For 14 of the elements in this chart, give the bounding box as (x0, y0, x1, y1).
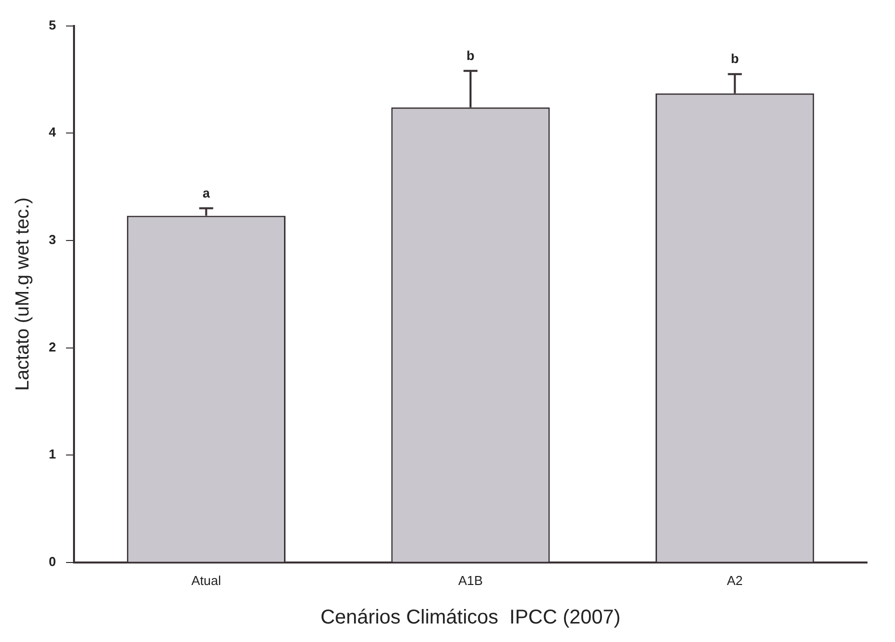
y-axis-title: Lactato (uM.g wet tec.) (12, 197, 34, 391)
y-tick-label: 3 (48, 232, 56, 248)
y-tick-label: 2 (48, 339, 56, 354)
annotation: b (730, 51, 739, 66)
annotation: b (466, 48, 475, 63)
x-tick-label: Atual (191, 572, 222, 588)
y-tick-label: 5 (48, 17, 56, 32)
y-tick-label: 0 (48, 554, 56, 569)
x-axis-title: Cenários Climáticos IPCC (2007) (320, 606, 621, 629)
x-tick-label: A2 (726, 572, 743, 588)
y-tick-label: 1 (48, 446, 56, 462)
annotation: a (202, 185, 211, 200)
x-tick-label: A1B (458, 572, 483, 588)
y-tick-label: 4 (48, 124, 57, 140)
